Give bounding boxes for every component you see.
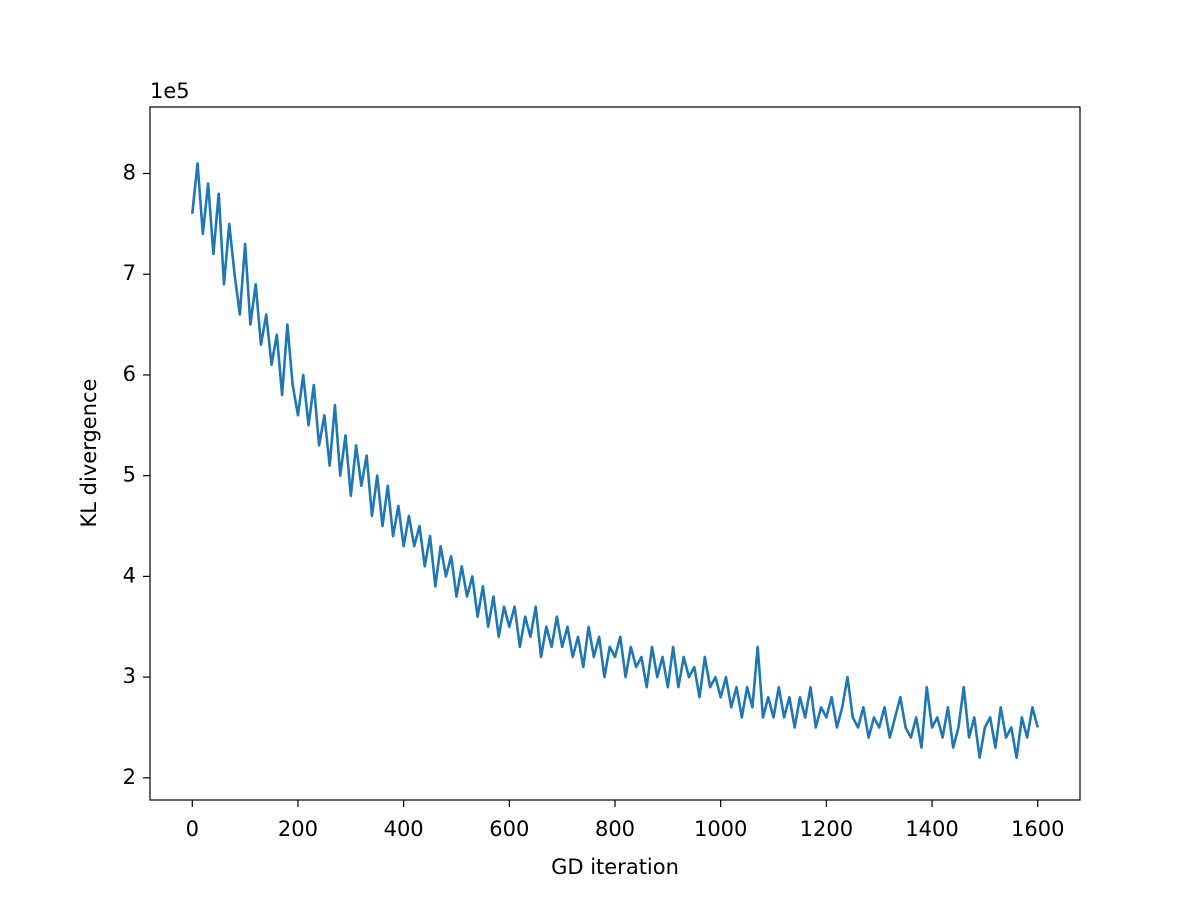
- y-tick-label: 2: [123, 765, 136, 789]
- y-tick-label: 4: [123, 563, 136, 587]
- y-tick-label: 7: [123, 261, 136, 285]
- y-axis-label: KL divergence: [77, 379, 101, 528]
- y-tick-label: 3: [123, 664, 136, 688]
- x-tick-label: 0: [186, 817, 199, 841]
- x-tick-label: 800: [595, 817, 635, 841]
- x-tick-label: 400: [384, 817, 424, 841]
- x-tick-label: 1000: [694, 817, 747, 841]
- y-tick-label: 5: [123, 463, 136, 487]
- y-tick-label: 6: [123, 362, 136, 386]
- x-tick-label: 1400: [905, 817, 958, 841]
- x-tick-label: 600: [489, 817, 529, 841]
- x-tick-label: 200: [278, 817, 318, 841]
- x-tick-label: 1200: [800, 817, 853, 841]
- x-tick-label: 1600: [1011, 817, 1064, 841]
- y-tick-label: 8: [123, 160, 136, 184]
- x-axis-label: GD iteration: [551, 855, 679, 879]
- line-series: [190, 162, 1039, 759]
- y-offset-label: 1e5: [150, 79, 190, 103]
- plot-frame: [149, 106, 1081, 801]
